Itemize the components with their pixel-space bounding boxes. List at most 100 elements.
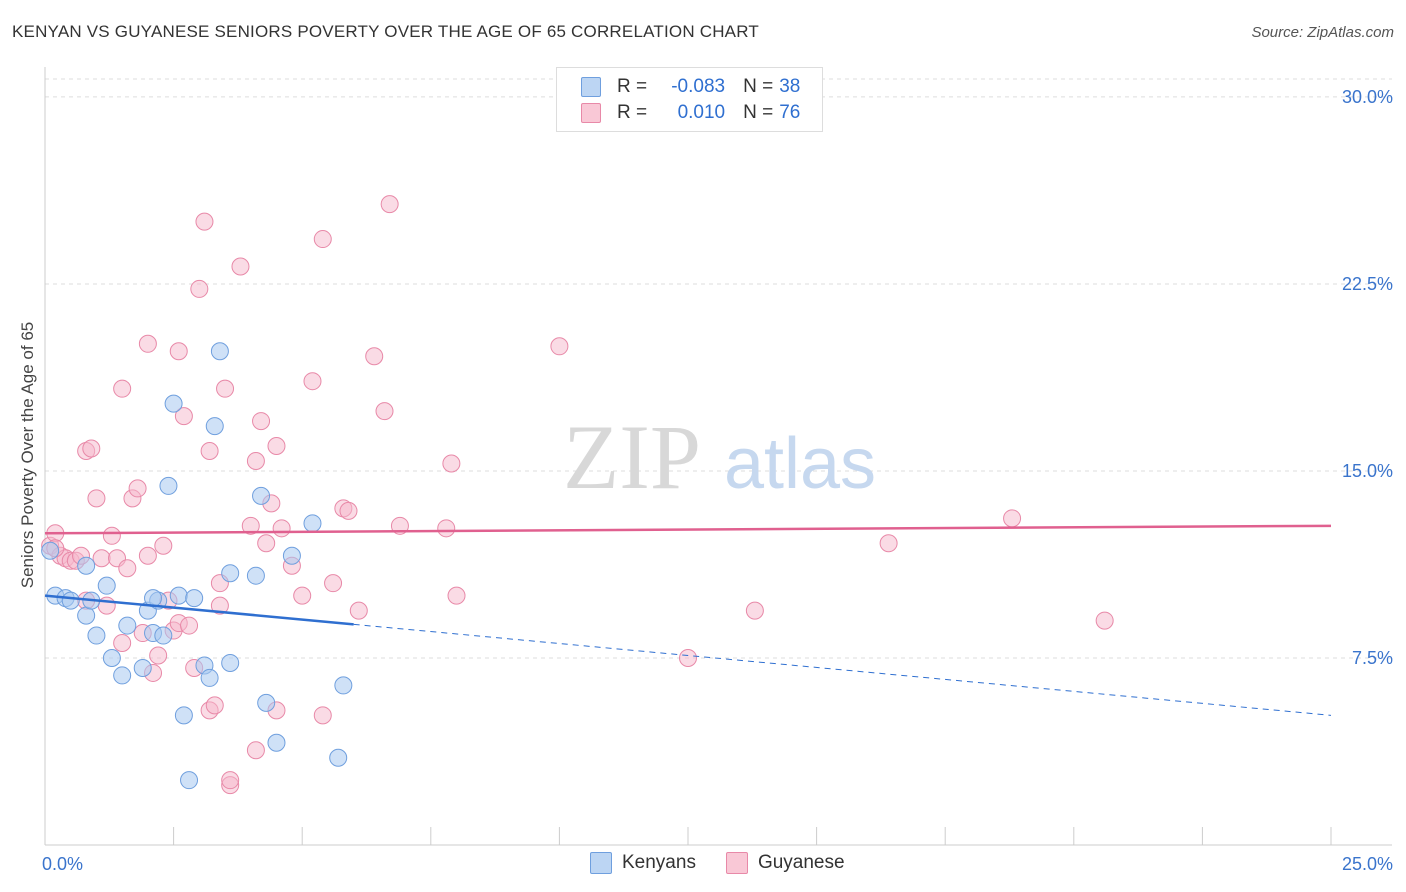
guyanese-point xyxy=(241,516,260,535)
x-tick-label: 0.0% xyxy=(42,854,83,874)
source-label: Source: ZipAtlas.com xyxy=(1251,24,1394,41)
guyanese-point xyxy=(138,334,157,353)
watermark-atlas: atlas xyxy=(724,424,876,504)
trend-lines xyxy=(44,524,1332,716)
kenyan-point xyxy=(174,706,193,725)
stats-legend: R = -0.083 N = 38 R = 0.010 N = 76 xyxy=(556,67,823,132)
kenyan-point xyxy=(61,591,80,610)
kenyan-point xyxy=(77,606,96,625)
guyanese-point xyxy=(128,479,147,498)
kenyan-point xyxy=(113,666,132,685)
watermark: ZIP atlas xyxy=(563,406,876,508)
legend-n-value: 76 xyxy=(779,102,801,123)
kenyan-point xyxy=(164,394,183,413)
guyanese-point xyxy=(138,546,157,565)
kenyan-point xyxy=(221,564,240,583)
kenyan-point xyxy=(118,616,137,635)
guyanese-point xyxy=(437,519,456,538)
guyanese-point xyxy=(745,601,764,620)
guyanese-point xyxy=(246,741,265,760)
y-axis-label: Seniors Poverty Over the Age of 65 xyxy=(18,321,37,589)
guyanese-point xyxy=(118,559,137,578)
kenyan-point xyxy=(252,486,271,505)
guyanese-point xyxy=(365,347,384,366)
legend-row-kenyans: R = -0.083 N = 38 xyxy=(581,75,800,99)
guyanese-point xyxy=(113,634,132,653)
guyanese-point xyxy=(216,379,235,398)
guyanese-point xyxy=(102,526,121,545)
kenyan-point xyxy=(329,748,348,767)
guyanese-swatch xyxy=(581,103,601,123)
guyanese-point xyxy=(339,501,358,520)
guyanese-point xyxy=(679,648,697,667)
kenyan-point xyxy=(169,586,188,605)
kenyan-point xyxy=(180,771,199,790)
kenyan-point xyxy=(267,733,286,752)
legend-kenyans-label: Kenyans xyxy=(622,852,696,873)
kenyans-legend-swatch xyxy=(590,852,612,874)
legend-r-label: R = xyxy=(617,76,648,97)
kenyan-point xyxy=(154,626,173,645)
guyanese-point xyxy=(246,451,265,470)
guyanese-point xyxy=(169,342,188,361)
legend-item-kenyans: Kenyans xyxy=(590,852,696,874)
kenyan-point xyxy=(205,417,224,436)
guyanese-point xyxy=(349,601,368,620)
guyanese-point xyxy=(313,230,332,249)
y-tick-label: 7.5% xyxy=(1352,648,1393,668)
legend-r-value: -0.083 xyxy=(671,76,726,97)
legend-item-guyanese: Guyanese xyxy=(725,852,845,874)
legend-guyanese-label: Guyanese xyxy=(757,852,845,873)
guyanese-point xyxy=(205,696,224,715)
legend-r-value: 0.010 xyxy=(677,102,726,123)
guyanese-point xyxy=(442,454,461,473)
y-tick-label: 15.0% xyxy=(1342,461,1393,481)
guyanese-point xyxy=(447,586,466,605)
guyanese-legend-swatch xyxy=(725,852,748,874)
guyanese-point xyxy=(380,195,399,214)
y-tick-label: 22.5% xyxy=(1342,274,1393,294)
guyanese-point xyxy=(174,407,193,426)
kenyan-point xyxy=(246,566,265,585)
axis-layer xyxy=(44,67,1392,846)
guyanese-point xyxy=(92,549,111,568)
guyanese-point xyxy=(190,279,209,298)
guyanese-point xyxy=(1095,611,1114,630)
legend-n-label: N = xyxy=(743,76,774,97)
guyanese-point xyxy=(879,534,898,553)
y-tick-label: 30.0% xyxy=(1342,87,1393,107)
guyanese-point xyxy=(272,519,291,538)
guyanese-point xyxy=(180,616,199,635)
series-kenyans xyxy=(41,342,353,790)
guyanese-point xyxy=(252,412,271,431)
kenyans-trend-line xyxy=(44,594,354,626)
kenyan-point xyxy=(200,668,219,687)
tick-labels: 7.5% 15.0% 22.5% 30.0% 0.0% 25.0% xyxy=(42,87,1393,874)
kenyan-point xyxy=(77,556,96,575)
kenyan-point xyxy=(185,589,204,608)
guyanese-point xyxy=(82,439,101,458)
kenyan-point xyxy=(257,693,276,712)
guyanese-point xyxy=(221,771,240,790)
kenyan-point xyxy=(282,546,301,565)
chart-title: KENYAN VS GUYANESE SENIORS POVERTY OVER … xyxy=(12,22,759,41)
kenyan-point xyxy=(303,514,322,533)
guyanese-point xyxy=(231,257,250,276)
guyanese-point xyxy=(267,437,286,456)
guyanese-point xyxy=(87,489,106,508)
kenyan-point xyxy=(41,541,60,560)
guyanese-point xyxy=(200,442,219,461)
guyanese-point xyxy=(550,337,569,356)
guyanese-point xyxy=(303,372,322,391)
watermark-zip: ZIP xyxy=(563,406,701,508)
series-legend: Kenyans Guyanese xyxy=(590,852,875,874)
guyanese-point xyxy=(257,534,276,553)
kenyan-point xyxy=(159,476,178,495)
legend-r-label: R = xyxy=(617,102,648,123)
kenyans-swatch xyxy=(581,77,601,97)
guyanese-point xyxy=(195,212,214,231)
guyanese-point xyxy=(210,596,229,615)
kenyan-point xyxy=(210,342,229,361)
kenyan-point xyxy=(221,653,240,672)
